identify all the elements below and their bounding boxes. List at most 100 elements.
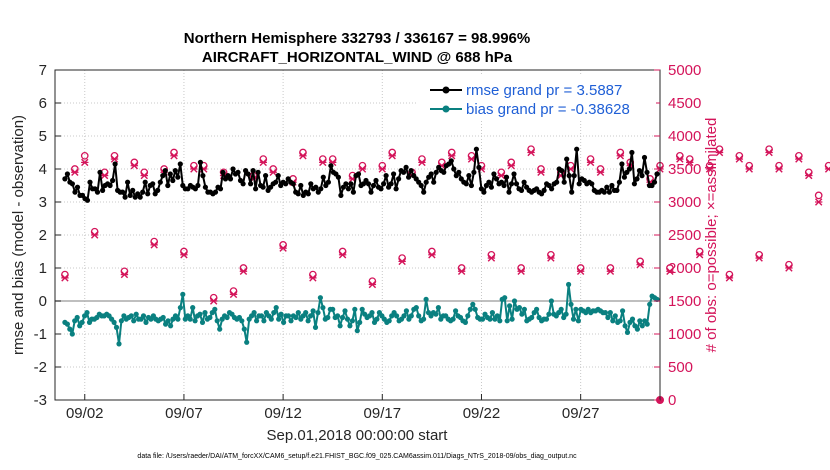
bias-point bbox=[315, 310, 321, 316]
rmse-point bbox=[197, 159, 203, 165]
bias-point bbox=[133, 311, 139, 317]
possible-obs-marker bbox=[388, 148, 397, 157]
rmse-point bbox=[350, 189, 356, 195]
assimilated-obs-marker bbox=[755, 254, 763, 262]
rmse-point bbox=[253, 186, 259, 192]
bias-point bbox=[504, 318, 510, 324]
bias-point bbox=[285, 313, 292, 319]
rmse-point bbox=[167, 171, 173, 177]
bias-point bbox=[214, 318, 220, 324]
assimilated-obs-marker bbox=[269, 168, 277, 176]
rmse-point bbox=[110, 177, 116, 184]
assimilated-obs-marker bbox=[805, 171, 813, 180]
assimilated-obs-marker bbox=[319, 158, 327, 167]
assimilated-obs-marker bbox=[81, 158, 89, 167]
assimilated-obs-marker bbox=[180, 251, 188, 259]
bias-point bbox=[258, 313, 265, 319]
rmse-point bbox=[338, 192, 344, 198]
rmse-point bbox=[127, 192, 133, 198]
assimilated-obs-marker bbox=[209, 297, 218, 305]
assimilated-obs-marker bbox=[71, 168, 79, 176]
bias-point bbox=[354, 328, 360, 334]
rmse-point bbox=[574, 146, 580, 152]
rmse-point bbox=[576, 181, 582, 187]
bias-point bbox=[288, 318, 294, 324]
bias-point bbox=[502, 295, 508, 301]
rmse-point bbox=[488, 184, 494, 190]
bias-point bbox=[325, 314, 331, 321]
assimilated-obs-marker bbox=[428, 251, 436, 259]
rmse-point bbox=[501, 182, 507, 189]
rmse-point bbox=[503, 174, 510, 180]
rmse-point bbox=[481, 189, 487, 195]
rmse-point bbox=[403, 164, 409, 170]
bias-point bbox=[239, 318, 245, 324]
rmse-point bbox=[295, 191, 301, 197]
bias-point bbox=[190, 305, 196, 311]
assimilated-obs-marker bbox=[190, 165, 198, 173]
bias-point bbox=[339, 314, 346, 321]
possible-obs-marker bbox=[269, 165, 278, 173]
possible-obs-marker bbox=[209, 293, 218, 302]
rmse-point bbox=[240, 181, 246, 187]
rmse-point bbox=[473, 146, 479, 152]
bias-point bbox=[347, 323, 353, 329]
rmse-point bbox=[255, 169, 261, 175]
bias-point bbox=[143, 319, 149, 325]
assimilated-obs-marker bbox=[666, 267, 674, 275]
possible-obs-marker bbox=[804, 168, 813, 177]
bias-point bbox=[408, 313, 414, 319]
assimilated-obs-marker bbox=[448, 152, 456, 160]
bias-point bbox=[69, 331, 75, 337]
rmse-point bbox=[451, 166, 457, 172]
bias-point bbox=[634, 326, 641, 332]
bias-point bbox=[217, 326, 223, 332]
rmse-point bbox=[348, 181, 354, 187]
possible-obs-marker bbox=[140, 168, 149, 177]
possible-obs-marker bbox=[110, 151, 119, 160]
possible-obs-marker bbox=[398, 254, 406, 262]
rmse-point bbox=[626, 166, 633, 172]
bias-point bbox=[629, 316, 636, 322]
assimilated-obs-marker bbox=[775, 165, 783, 173]
rmse-point bbox=[275, 173, 281, 179]
rmse-point bbox=[345, 186, 351, 192]
rmse-point bbox=[634, 176, 640, 182]
legend: rmse grand pr = 3.5887 bias grand pr = -… bbox=[418, 75, 656, 121]
bias-point bbox=[177, 305, 183, 311]
rmse-point bbox=[564, 156, 570, 162]
rmse-point bbox=[493, 176, 500, 182]
bias-point bbox=[602, 310, 609, 316]
rmse-point bbox=[393, 186, 399, 192]
bias-point bbox=[507, 303, 513, 309]
rmse-point bbox=[431, 179, 437, 185]
assimilated-obs-marker bbox=[378, 165, 386, 173]
assimilated-obs-marker bbox=[795, 155, 803, 163]
possible-obs-marker bbox=[795, 151, 803, 160]
assimilated-obs-marker bbox=[686, 158, 694, 167]
rmse-point bbox=[468, 182, 474, 189]
y-tick-label-left: -1 bbox=[34, 326, 47, 343]
possible-obs-marker bbox=[775, 161, 783, 170]
assimilated-obs-marker bbox=[616, 152, 625, 160]
assimilated-obs-marker bbox=[765, 148, 773, 157]
assimilated-obs-marker bbox=[398, 257, 406, 266]
legend-rmse-label: rmse grand pr = 3.5887 bbox=[466, 82, 622, 99]
possible-obs-marker bbox=[616, 148, 625, 157]
x-tick-label: 09/02 bbox=[66, 405, 104, 422]
bias-point bbox=[413, 305, 419, 311]
bias-point bbox=[273, 305, 279, 311]
possible-obs-marker bbox=[130, 158, 139, 167]
possible-obs-marker bbox=[675, 151, 684, 160]
y-tick-label-left: 6 bbox=[39, 95, 47, 112]
assimilated-obs-marker bbox=[279, 244, 287, 252]
assimilated-obs-marker bbox=[368, 280, 377, 289]
bias-point bbox=[369, 310, 375, 316]
rmse-point bbox=[100, 187, 106, 193]
rmse-point bbox=[463, 181, 469, 187]
rmse-point bbox=[554, 179, 560, 185]
rmse-point bbox=[471, 169, 477, 175]
bias-point bbox=[281, 319, 287, 325]
rmse-point bbox=[155, 187, 161, 193]
bias-point bbox=[374, 316, 380, 322]
